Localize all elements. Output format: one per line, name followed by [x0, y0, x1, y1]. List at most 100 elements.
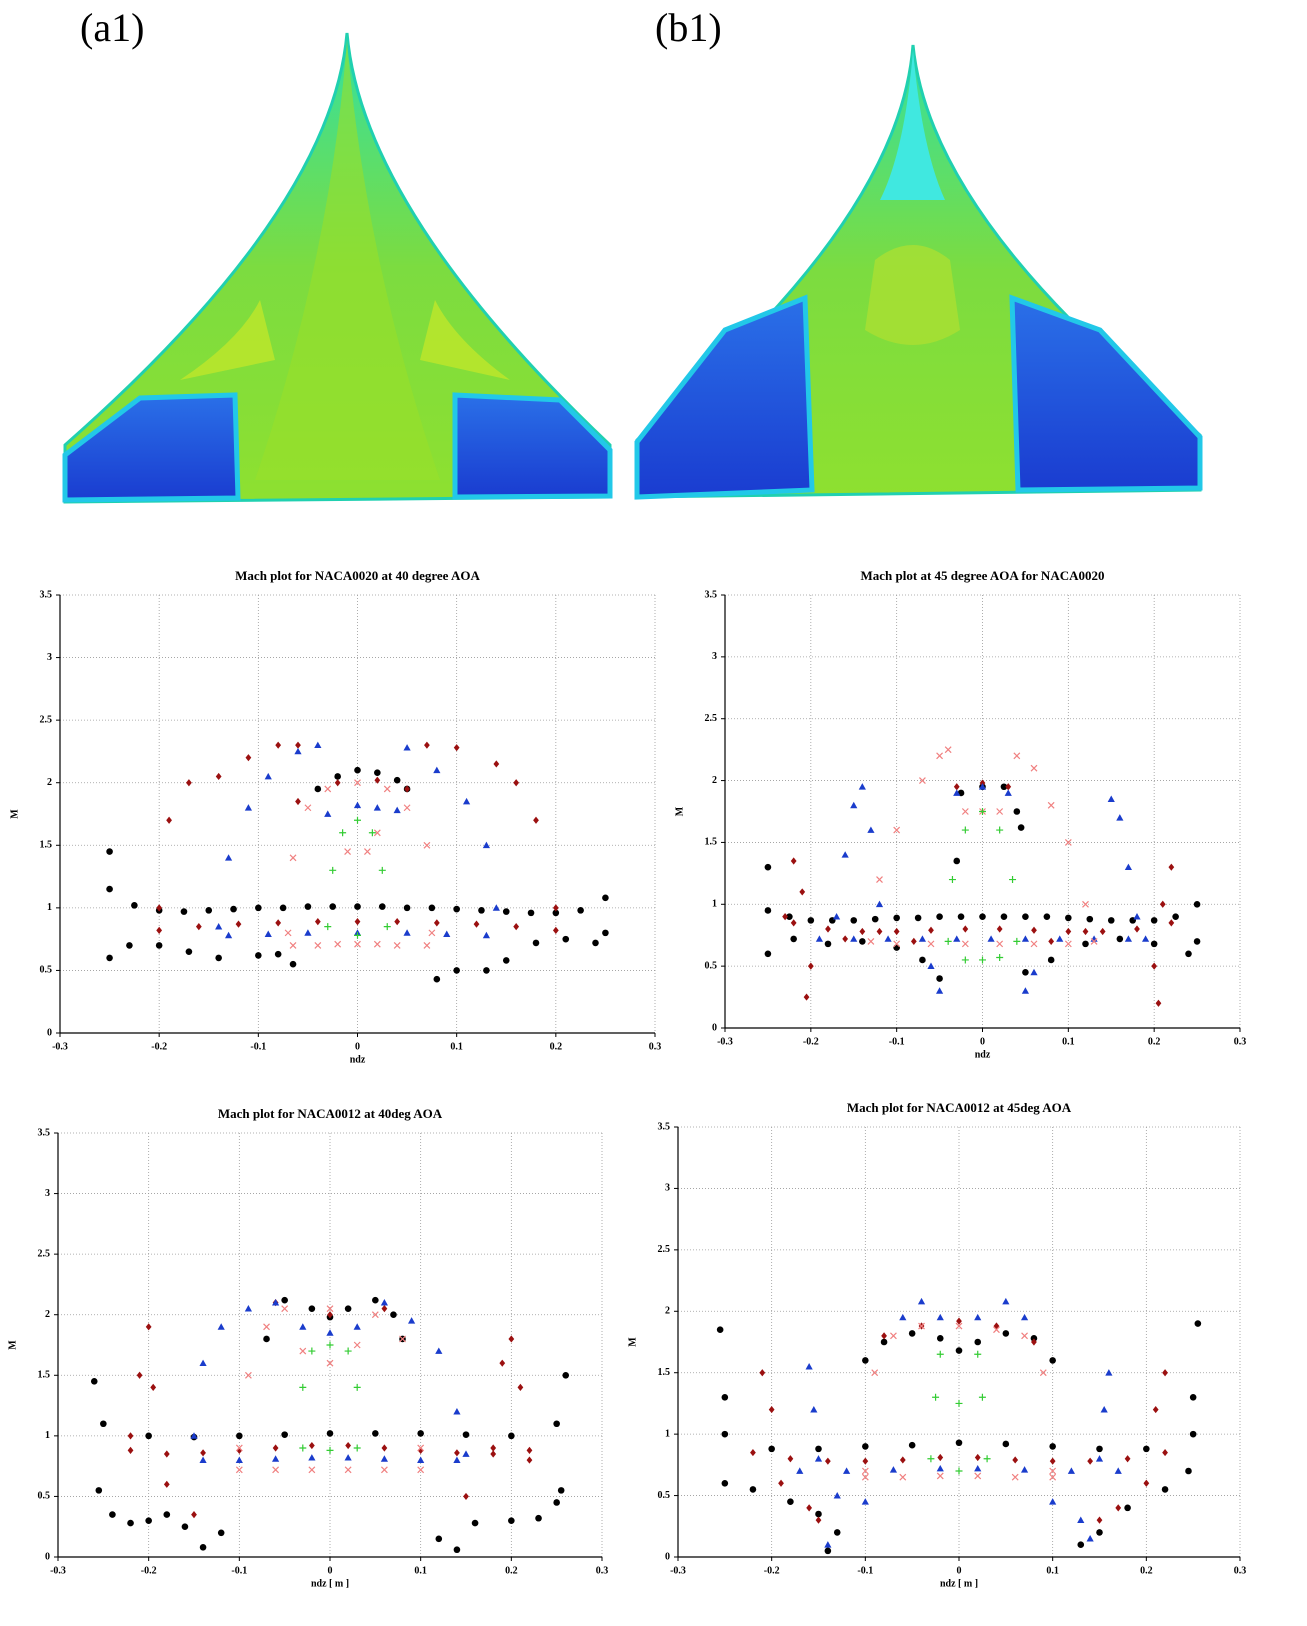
data-point: [1151, 963, 1157, 970]
data-point: [145, 1433, 152, 1440]
data-point: [379, 867, 386, 874]
data-point: [435, 1347, 442, 1353]
data-point: [493, 760, 499, 767]
data-point: [382, 1444, 388, 1451]
data-point: [329, 903, 336, 910]
y-tick-label: 0.5: [705, 960, 718, 971]
data-point: [956, 1400, 963, 1407]
data-point: [394, 918, 400, 925]
data-point: [309, 1467, 315, 1473]
data-point: [1068, 1467, 1075, 1473]
panel-label: (a1): [80, 5, 144, 50]
data-point: [1168, 864, 1174, 871]
data-point: [974, 1339, 981, 1346]
data-point: [463, 1431, 470, 1438]
contour-b1: [637, 45, 1200, 497]
data-point: [1012, 1474, 1018, 1480]
data-point: [335, 941, 341, 947]
data-point: [100, 1420, 107, 1427]
data-point: [577, 907, 584, 914]
data-point: [472, 1520, 479, 1527]
data-point: [454, 744, 460, 751]
y-tick-label: 2: [712, 775, 717, 786]
data-point: [145, 1517, 152, 1524]
data-point: [315, 942, 321, 948]
y-tick-label: 1.5: [658, 1367, 671, 1378]
data-point: [246, 754, 252, 761]
data-point: [1002, 1298, 1009, 1304]
data-point: [915, 915, 922, 922]
x-tick-label: 0: [980, 1036, 985, 1047]
data-point: [1030, 969, 1037, 975]
data-point: [765, 864, 772, 871]
data-point: [768, 1446, 775, 1453]
data-point: [1143, 1446, 1150, 1453]
data-point: [1097, 1517, 1103, 1524]
data-point: [937, 1335, 944, 1342]
data-point: [962, 941, 968, 947]
x-axis-label: ndz [ m ]: [940, 1578, 978, 1589]
x-tick-label: 0.3: [1234, 1565, 1247, 1576]
data-point: [1083, 901, 1089, 907]
data-point: [324, 810, 331, 816]
data-point: [799, 888, 805, 895]
panel-label: (b1): [655, 5, 722, 50]
data-point: [390, 1311, 397, 1318]
x-tick-label: -0.2: [141, 1565, 157, 1576]
data-point: [199, 1456, 206, 1462]
x-tick-label: -0.1: [889, 1036, 905, 1047]
data-point: [327, 1430, 334, 1437]
data-point: [553, 1420, 560, 1427]
data-point: [354, 903, 361, 910]
data-point: [899, 1314, 906, 1320]
data-point: [1018, 824, 1025, 831]
data-point: [962, 956, 969, 963]
data-point: [128, 1447, 134, 1454]
data-point: [404, 805, 410, 811]
data-point: [236, 1467, 242, 1473]
x-tick-label: 0.2: [1140, 1565, 1153, 1576]
data-point: [225, 932, 232, 938]
data-point: [956, 1347, 963, 1354]
y-tick-label: 3.5: [40, 589, 53, 600]
data-point: [374, 769, 381, 776]
data-point: [424, 942, 430, 948]
data-point: [408, 1317, 415, 1323]
data-point: [314, 742, 321, 748]
data-point: [106, 955, 113, 962]
data-point: [199, 1360, 206, 1366]
data-point: [354, 802, 361, 808]
data-point: [937, 1314, 944, 1320]
data-point: [527, 1447, 533, 1454]
data-point: [245, 804, 252, 810]
data-point: [518, 1384, 524, 1391]
data-point: [893, 915, 900, 922]
data-point: [833, 913, 840, 919]
data-point: [862, 1458, 868, 1465]
data-point: [508, 1433, 515, 1440]
data-point: [843, 1467, 850, 1473]
data-point: [928, 927, 934, 934]
data-point: [345, 1467, 351, 1473]
x-tick-label: -0.3: [717, 1036, 733, 1047]
data-point: [859, 783, 866, 789]
data-point: [937, 753, 943, 759]
data-point: [956, 1468, 963, 1475]
data-point: [304, 929, 311, 935]
data-point: [1190, 1394, 1197, 1401]
data-point: [216, 773, 222, 780]
data-point: [962, 827, 969, 834]
data-point: [954, 783, 960, 790]
data-point: [1134, 925, 1140, 932]
x-tick-label: -0.1: [857, 1565, 873, 1576]
data-point: [345, 1305, 352, 1312]
data-point: [602, 930, 609, 937]
y-tick-label: 2.5: [705, 713, 718, 724]
data-point: [816, 935, 823, 941]
data-point: [275, 742, 281, 749]
y-tick-label: 3: [47, 652, 52, 663]
data-point: [911, 938, 917, 945]
data-point: [384, 923, 391, 930]
data-point: [1156, 1000, 1162, 1007]
data-point: [949, 876, 956, 883]
